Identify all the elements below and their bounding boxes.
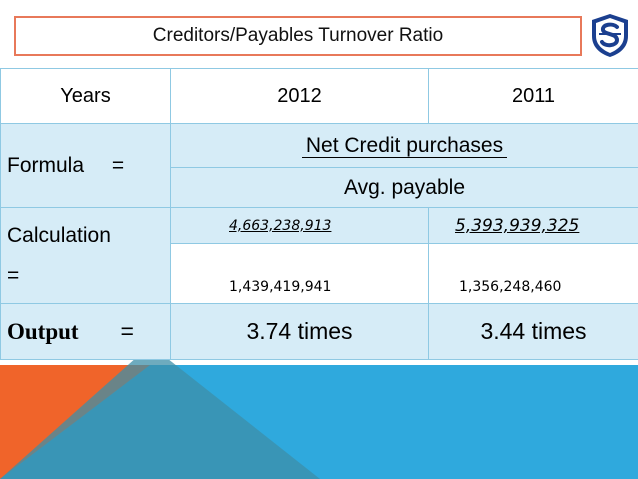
calculation-equals: = [7,263,20,287]
ratio-table: Years 2012 2011 Formula = Net Credit pur… [0,68,638,360]
slide-title: Creditors/Payables Turnover Ratio [14,16,582,56]
calculation-label-cell: Calculation = [0,207,171,304]
formula-row-top: Formula = Net Credit purchases [0,123,638,208]
calc-2012-numerator-text: 4,663,238,913 [229,217,332,234]
output-2012: 3.74 times [170,303,429,360]
company-logo-icon [592,14,628,57]
header-row: Years 2012 2011 [0,68,638,124]
output-label: Output [7,319,79,344]
header-2011: 2011 [428,68,638,124]
formula-label: Formula [7,153,85,177]
output-equals: = [120,318,134,344]
calc-2012-denominator: 1,439,419,941 [170,243,429,304]
output-2011: 3.44 times [428,303,638,360]
formula-equals: = [111,153,125,177]
formula-label-cell: Formula = [0,123,171,208]
header-years: Years [0,68,171,124]
calculation-label: Calculation [7,223,111,247]
formula-denominator: Avg. payable [170,167,638,208]
calculation-row-top: Calculation = 4,663,238,913 5,393,939,32… [0,207,638,304]
output-label-cell: Output = [0,303,171,360]
calc-2011-denominator: 1,356,248,460 [428,243,638,304]
calc-2011-numerator: 5,393,939,325 [428,207,638,244]
calc-2011-numerator-text: 5,393,939,325 [455,215,580,236]
formula-numerator-text: Net Credit purchases [301,133,508,158]
header-2012: 2012 [170,68,429,124]
output-row: Output = 3.74 times 3.44 times [0,303,638,360]
formula-numerator: Net Credit purchases [170,123,638,168]
calc-2012-numerator: 4,663,238,913 [170,207,429,244]
